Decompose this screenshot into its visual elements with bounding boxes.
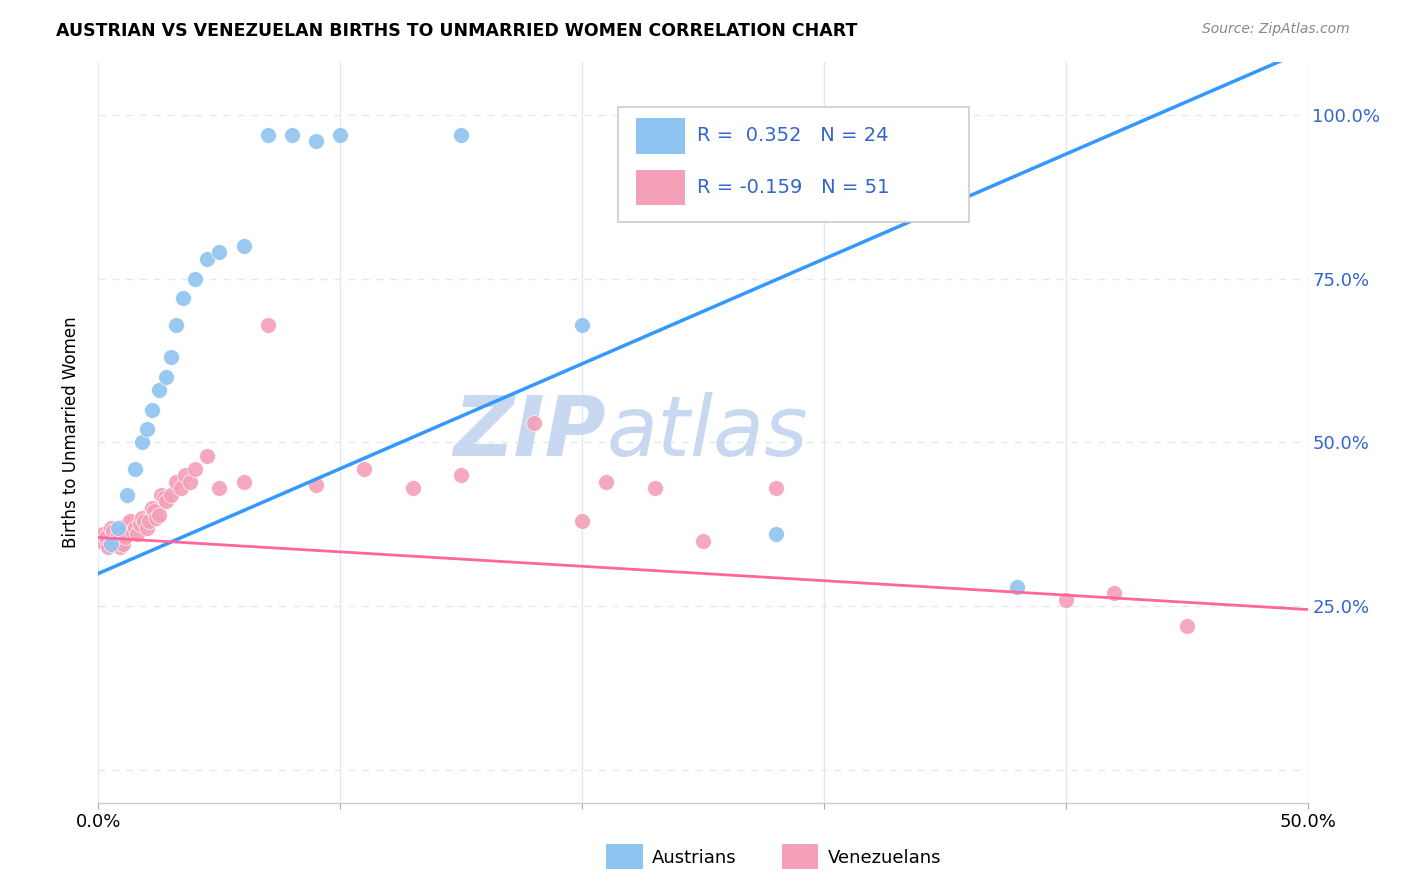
Point: [145, 510, 167, 524]
Point: [208, 481, 231, 495]
Point: [305, 478, 328, 492]
Point: [152, 491, 174, 505]
Point: [184, 271, 207, 285]
Point: [450, 468, 472, 483]
Point: [160, 488, 183, 502]
Point: [134, 514, 156, 528]
Point: [91, 527, 114, 541]
FancyBboxPatch shape: [782, 844, 818, 870]
Text: R =  0.352   N = 24: R = 0.352 N = 24: [697, 127, 889, 145]
Point: [117, 488, 139, 502]
Point: [148, 508, 170, 522]
Point: [138, 514, 160, 528]
Point: [184, 461, 207, 475]
Point: [353, 461, 375, 475]
Point: [692, 533, 714, 548]
Point: [232, 239, 254, 253]
Point: [100, 537, 122, 551]
Point: [107, 527, 129, 541]
Point: [1175, 619, 1198, 633]
Point: [90, 533, 112, 548]
Point: [765, 527, 787, 541]
Point: [124, 461, 146, 475]
Point: [165, 318, 187, 332]
Point: [174, 468, 197, 483]
Point: [150, 488, 173, 502]
Point: [644, 481, 666, 495]
Point: [165, 475, 187, 489]
Point: [305, 134, 328, 148]
Point: [100, 521, 122, 535]
Text: atlas: atlas: [606, 392, 808, 473]
Text: R = -0.159   N = 51: R = -0.159 N = 51: [697, 178, 890, 197]
Point: [114, 531, 136, 545]
Point: [402, 481, 425, 495]
Point: [104, 533, 127, 548]
Point: [169, 481, 191, 495]
FancyBboxPatch shape: [637, 169, 685, 205]
Point: [155, 370, 177, 384]
Point: [208, 245, 231, 260]
Point: [523, 416, 546, 430]
Text: Source: ZipAtlas.com: Source: ZipAtlas.com: [1202, 22, 1350, 37]
Point: [195, 449, 218, 463]
Point: [118, 514, 141, 528]
Point: [256, 128, 278, 142]
Point: [131, 510, 153, 524]
Text: ZIP: ZIP: [454, 392, 606, 473]
Point: [135, 521, 157, 535]
Point: [135, 422, 157, 436]
Point: [97, 541, 120, 555]
Point: [232, 475, 254, 489]
Text: AUSTRIAN VS VENEZUELAN BIRTHS TO UNMARRIED WOMEN CORRELATION CHART: AUSTRIAN VS VENEZUELAN BIRTHS TO UNMARRI…: [56, 22, 858, 40]
Point: [94, 531, 117, 545]
Point: [195, 252, 218, 266]
Point: [124, 521, 146, 535]
Point: [101, 524, 124, 538]
Point: [256, 318, 278, 332]
Text: Austrians: Austrians: [652, 848, 737, 867]
Point: [141, 402, 163, 417]
Text: Venezuelans: Venezuelans: [828, 848, 941, 867]
Point: [117, 517, 139, 532]
Point: [281, 128, 304, 142]
Point: [1102, 586, 1125, 600]
Point: [1054, 592, 1077, 607]
Point: [107, 521, 129, 535]
FancyBboxPatch shape: [637, 118, 685, 153]
Y-axis label: Births to Unmarried Women: Births to Unmarried Women: [62, 317, 80, 549]
Point: [131, 435, 153, 450]
Point: [155, 494, 177, 508]
Point: [1007, 580, 1029, 594]
Point: [571, 514, 593, 528]
Point: [329, 128, 352, 142]
Point: [143, 504, 166, 518]
Point: [450, 128, 472, 142]
Point: [179, 475, 201, 489]
Point: [141, 500, 163, 515]
Point: [111, 537, 134, 551]
Point: [595, 475, 617, 489]
Point: [172, 291, 194, 305]
Point: [127, 527, 149, 541]
Point: [160, 351, 183, 365]
Point: [148, 383, 170, 397]
Point: [121, 524, 143, 538]
FancyBboxPatch shape: [619, 107, 969, 221]
FancyBboxPatch shape: [606, 844, 643, 870]
Point: [128, 517, 150, 532]
Point: [571, 318, 593, 332]
Point: [108, 541, 131, 555]
Point: [765, 481, 787, 495]
